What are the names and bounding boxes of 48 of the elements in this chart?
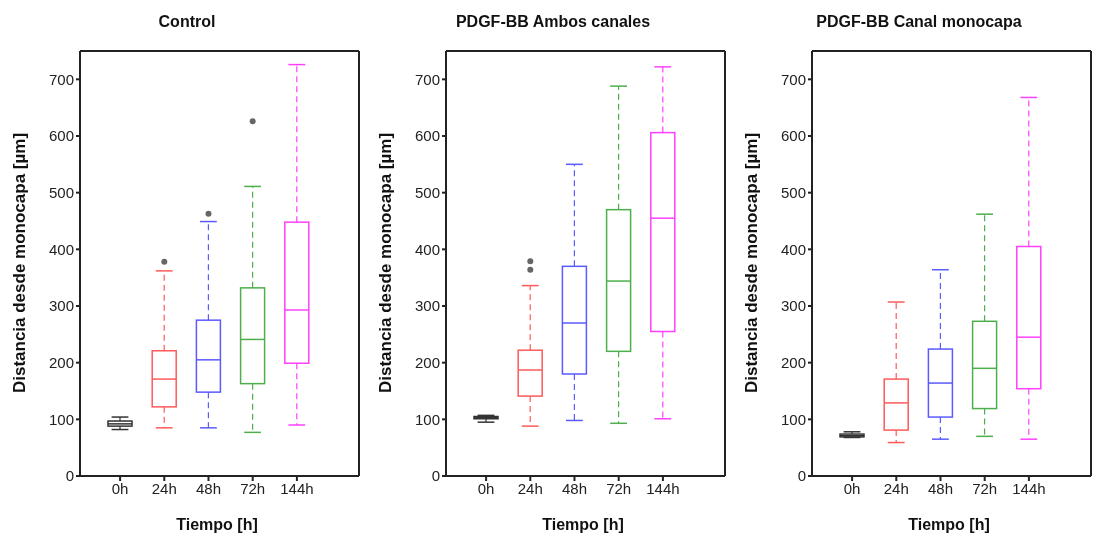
y-tick-label: 700: [48, 70, 74, 88]
y-tick-label: 500: [780, 183, 806, 201]
x-tick-label: 48h: [561, 479, 588, 497]
x-axis-title: Tiempo [h]: [541, 516, 625, 534]
y-axis-title: Distancia desde monocapa [µm]: [376, 132, 396, 394]
x-tick-label: 72h: [240, 479, 266, 497]
y-tick-label: 100: [780, 410, 806, 428]
x-tick-label: 48h: [927, 479, 954, 497]
x-axis-title: Tiempo [h]: [175, 516, 259, 534]
x-tick-label: 144h: [1012, 479, 1046, 497]
y-tick-label: 500: [48, 183, 74, 201]
y-tick-label: 500: [414, 183, 440, 201]
y-tick-label: 200: [414, 353, 440, 371]
y-tick-label: 300: [414, 297, 440, 315]
y-tick-label: 300: [780, 297, 806, 315]
y-axis-title: Distancia desde monocapa [µm]: [742, 132, 762, 394]
x-tick-label: 48h: [195, 479, 222, 497]
chart-title: PDGF-BB Canal monocapa: [815, 12, 1023, 32]
x-tick-label: 0h: [111, 479, 129, 497]
y-tick-label: 600: [780, 127, 806, 145]
x-axis-title: Tiempo [h]: [907, 516, 991, 534]
x-tick-label: 0h: [477, 479, 495, 497]
y-tick-label: 100: [414, 410, 440, 428]
x-tick-label: 144h: [646, 479, 680, 497]
chart-title: PDGF-BB Ambos canales: [454, 12, 652, 32]
y-tick-label: 400: [780, 240, 806, 258]
y-tick-label: 600: [414, 127, 440, 145]
y-axis-title: Distancia desde monocapa [µm]: [10, 132, 30, 394]
x-tick-label: 0h: [843, 479, 861, 497]
x-tick-label: 144h: [280, 479, 314, 497]
y-tick-label: 0: [65, 467, 74, 485]
y-tick-label: 600: [48, 127, 74, 145]
x-tick-label: 72h: [606, 479, 632, 497]
y-tick-label: 300: [48, 297, 74, 315]
x-tick-label: 24h: [151, 479, 177, 497]
y-tick-label: 700: [414, 70, 440, 88]
y-tick-label: 0: [797, 467, 806, 485]
chart-title: Control: [157, 12, 217, 32]
y-tick-label: 400: [414, 240, 440, 258]
x-tick-label: 24h: [517, 479, 543, 497]
y-tick-label: 200: [48, 353, 74, 371]
y-tick-label: 100: [48, 410, 74, 428]
x-tick-label: 72h: [972, 479, 998, 497]
y-tick-label: 0: [431, 467, 440, 485]
y-tick-label: 700: [780, 70, 806, 88]
y-tick-label: 200: [780, 353, 806, 371]
y-tick-label: 400: [48, 240, 74, 258]
x-tick-label: 24h: [883, 479, 909, 497]
